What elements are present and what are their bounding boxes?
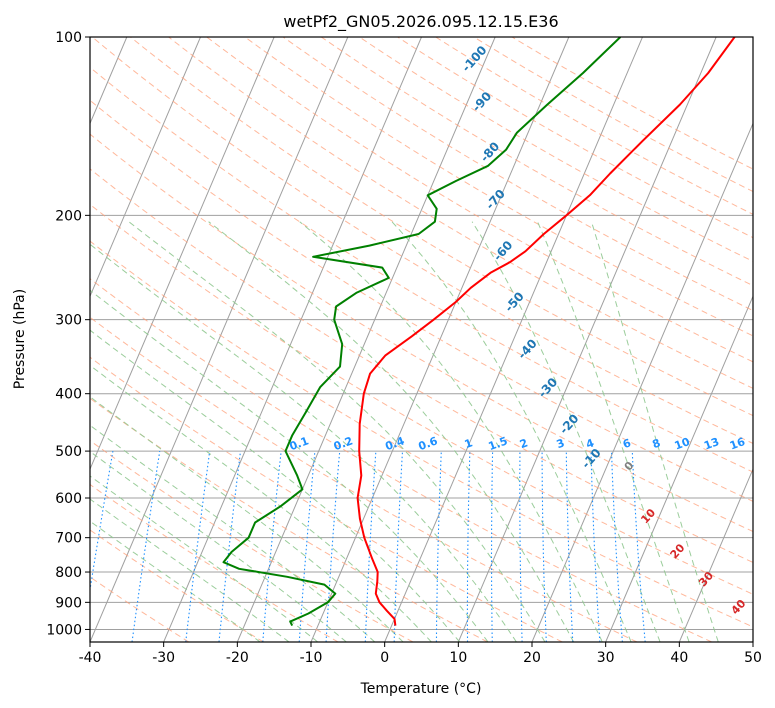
- mixing-ratio-label: 1.5: [487, 434, 510, 453]
- dry-adiabat-line: [206, 37, 753, 363]
- isotherm-line: [384, 37, 643, 642]
- dry-adiabat-line: [130, 37, 753, 417]
- moist-adiabat-line: [391, 221, 632, 642]
- dry-adiabat-line: [90, 168, 753, 563]
- y-tick-label: 800: [55, 565, 82, 581]
- dry-adiabat-line: [90, 240, 753, 628]
- y-axis-label: Pressure (hPa): [12, 289, 28, 389]
- dry-adiabat-line: [90, 99, 753, 502]
- temperature-line: [356, 37, 736, 626]
- mixing-ratio-label: 0.4: [383, 434, 406, 453]
- mixing-ratio-label: 4: [584, 436, 596, 451]
- dry-adiabat-line: [90, 66, 753, 473]
- moist-adiabat-line: [90, 424, 376, 642]
- moist-adiabat-line: [208, 221, 575, 642]
- moist-adiabat-line: [90, 498, 290, 642]
- moist-adiabat-line: [90, 450, 347, 642]
- moist-adiabat-line: [90, 396, 404, 642]
- dry-adiabat-line: [91, 37, 753, 444]
- moist-adiabat-line: [471, 221, 661, 642]
- x-tick-label: 50: [744, 650, 762, 666]
- x-tick-label: -10: [300, 650, 323, 666]
- moist-adiabat-line: [128, 221, 546, 642]
- y-tick-label: 700: [55, 531, 82, 547]
- mixing-ratio-label: 6: [621, 436, 633, 451]
- moist-adiabat-line: [90, 243, 517, 642]
- mixing-ratio-label: 3: [555, 436, 567, 451]
- dry-adiabat-line: [90, 356, 563, 642]
- mixing-ratio-line: [631, 451, 646, 642]
- mixing-ratio-line: [262, 451, 282, 642]
- mixing-ratio-label: 0.1: [288, 434, 311, 453]
- isotherm-line: [236, 37, 496, 642]
- mixing-ratio-label: 0.2: [332, 434, 355, 453]
- plot-frame: [89, 36, 754, 643]
- y-tick-label: 300: [55, 313, 82, 329]
- dry-adiabat-line: [90, 316, 638, 642]
- mixing-ratio-line: [90, 451, 114, 594]
- y-tick-label: 100: [55, 30, 82, 46]
- mixing-ratio-line: [185, 451, 211, 642]
- moist-adiabat-line: [90, 520, 261, 642]
- mixing-ratio-label: 8: [651, 436, 663, 451]
- moist-adiabat-line: [537, 221, 690, 642]
- x-tick-label: 0: [380, 650, 389, 666]
- isotherm-line: [531, 122, 753, 642]
- mixing-ratio-label: 10: [673, 435, 692, 453]
- mixing-ratio-label: 16: [728, 435, 747, 453]
- dewpoint-line: [222, 37, 622, 627]
- moist-adiabat-line: [90, 475, 319, 642]
- dry-adiabat-line: [90, 203, 753, 595]
- mixing-ratio-line: [298, 451, 316, 642]
- y-tick-label: 600: [55, 491, 82, 507]
- isotherm-line: [90, 37, 201, 298]
- x-tick-label: -20: [226, 650, 249, 666]
- y-tick-label: 400: [55, 387, 82, 403]
- y-tick-label: 200: [55, 208, 82, 224]
- moist-adiabat-line: [90, 289, 489, 642]
- x-tick-label: -40: [79, 650, 102, 666]
- x-axis: -40 -30 -20 -10 0 10 20 30 40 50: [79, 642, 762, 666]
- x-tick-label: 30: [597, 650, 615, 666]
- plot-area: -100-90-80-70-60-50-40-30-20-100.1 0.2 0.4…: [90, 37, 753, 642]
- mixing-ratio-label: 13: [702, 435, 721, 452]
- isotherm-line: [163, 37, 422, 642]
- sounding-series: [222, 37, 736, 627]
- mixing-ratio-label: 0.6: [417, 434, 440, 453]
- isotherm-line: [90, 37, 275, 471]
- y-tick-label: 500: [55, 444, 82, 460]
- x-tick-label: 20: [523, 650, 541, 666]
- x-tick-label: 10: [449, 650, 467, 666]
- moist-adiabat-line: [90, 329, 461, 642]
- y-axis: 100 200 300 400 500 600 700 800 900 1000: [46, 30, 90, 638]
- isotherm-line: [457, 37, 717, 642]
- dry-adiabat-line: [90, 133, 753, 533]
- y-tick-label: 900: [55, 595, 82, 611]
- mixing-ratio-label: 2: [518, 436, 530, 451]
- moist-adiabat-line: [299, 221, 603, 642]
- background-lines: [90, 37, 753, 642]
- isotherm-line: [605, 295, 753, 642]
- dry-adiabat-line: [90, 483, 339, 642]
- x-tick-label: 40: [670, 650, 688, 666]
- mixing-ratio-label: 1: [463, 436, 475, 451]
- x-axis-label: Temperature (°C): [360, 681, 482, 697]
- dry-adiabat-line: [168, 37, 753, 389]
- isotherm-line: [678, 467, 753, 642]
- mixing-ratio-line: [131, 451, 161, 642]
- isotherm-line: [90, 37, 349, 642]
- y-tick-label: 1000: [46, 622, 82, 638]
- dry-adiabat-line: [90, 440, 414, 642]
- x-tick-label: -30: [152, 650, 175, 666]
- mixing-ratio-line: [218, 451, 242, 642]
- chart-title: wetPf2_GN05.2026.095.12.15.E36: [283, 12, 558, 32]
